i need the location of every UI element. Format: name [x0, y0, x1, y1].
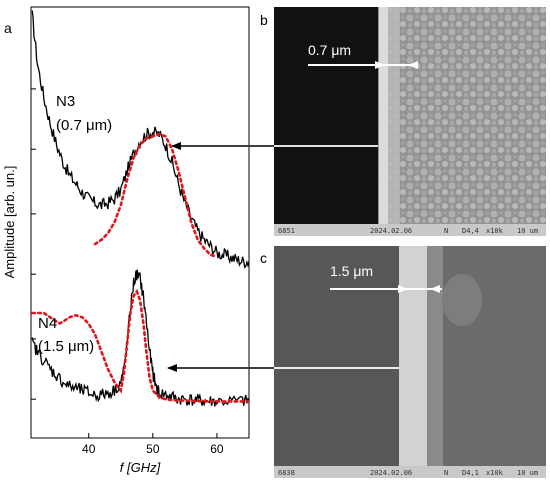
sem-b-footer-mode: N: [444, 227, 448, 235]
sem-c-scale-label: 1.5 μm: [330, 263, 373, 279]
sem-c-footer-mode: N: [444, 469, 448, 477]
n3-thickness: (0.7 μm): [56, 117, 112, 134]
x-tick-label: 40: [82, 442, 96, 456]
x-tick-label: 60: [210, 442, 224, 456]
sem-b-footer-bar: 10 um: [517, 227, 538, 235]
sem-c-footer-id: 6838: [278, 469, 295, 477]
sem-b-shade: [378, 7, 546, 236]
series-n4-measured: [31, 269, 249, 407]
sem-c-footer-bar: [274, 466, 546, 478]
x-tick-label: 50: [146, 442, 160, 456]
sem-c-footer-detector: D4,1: [462, 469, 479, 477]
sem-b-footer-mag: x10k: [486, 227, 504, 235]
n4-thickness: (1.5 μm): [38, 338, 94, 355]
sem-c-footer-bar: 10 um: [517, 469, 538, 477]
sem-b-scale-arrow-left: [408, 61, 418, 69]
series-n4-fit: [31, 288, 249, 403]
sem-c-footer-mag: x10k: [486, 469, 504, 477]
sem-c-substrate: [274, 246, 399, 478]
sem-b-footer-date: 2024.02.06: [370, 227, 412, 235]
panel-label-a: a: [4, 20, 12, 36]
y-axis: [31, 88, 36, 400]
sem-c-footer-date: 2024.02.06: [370, 469, 412, 477]
sem-c-scale-arrow-left: [430, 285, 440, 293]
sem-b-grain-texture: [378, 7, 546, 236]
plot-frame: [30, 6, 250, 439]
sem-image-b: [274, 7, 546, 236]
n3-label: N3: [56, 93, 75, 110]
x-axis-title: f [GHz]: [120, 460, 161, 475]
y-axis-title: Amplitude [arb. un.]: [2, 166, 17, 279]
n4-label: N4: [38, 315, 57, 332]
sem-c-particle: [442, 274, 482, 326]
sem-c-film-layer: [399, 246, 427, 478]
series-layer: [31, 10, 249, 407]
panel-label-b: b: [260, 12, 268, 28]
x-axis: 40 50 60: [82, 433, 224, 456]
sem-b-footer-bar: [274, 224, 546, 236]
sem-b-scale-arrow-right: [375, 61, 385, 69]
sem-image-c: [274, 246, 546, 478]
sem-c-scale-arrow-right: [398, 285, 408, 293]
series-n3-fit: [93, 132, 219, 259]
sem-b-film-edge: [379, 7, 388, 236]
sem-b-footer-detector: D4,4: [462, 227, 479, 235]
sem-b-scale-label: 0.7 μm: [308, 42, 351, 58]
sem-c-film-edge: [427, 246, 443, 478]
sem-b-footer-id: 6851: [278, 227, 295, 235]
series-n3-measured: [31, 10, 249, 269]
panel-label-c: c: [260, 250, 267, 266]
sem-b-film-layer: [388, 7, 400, 236]
